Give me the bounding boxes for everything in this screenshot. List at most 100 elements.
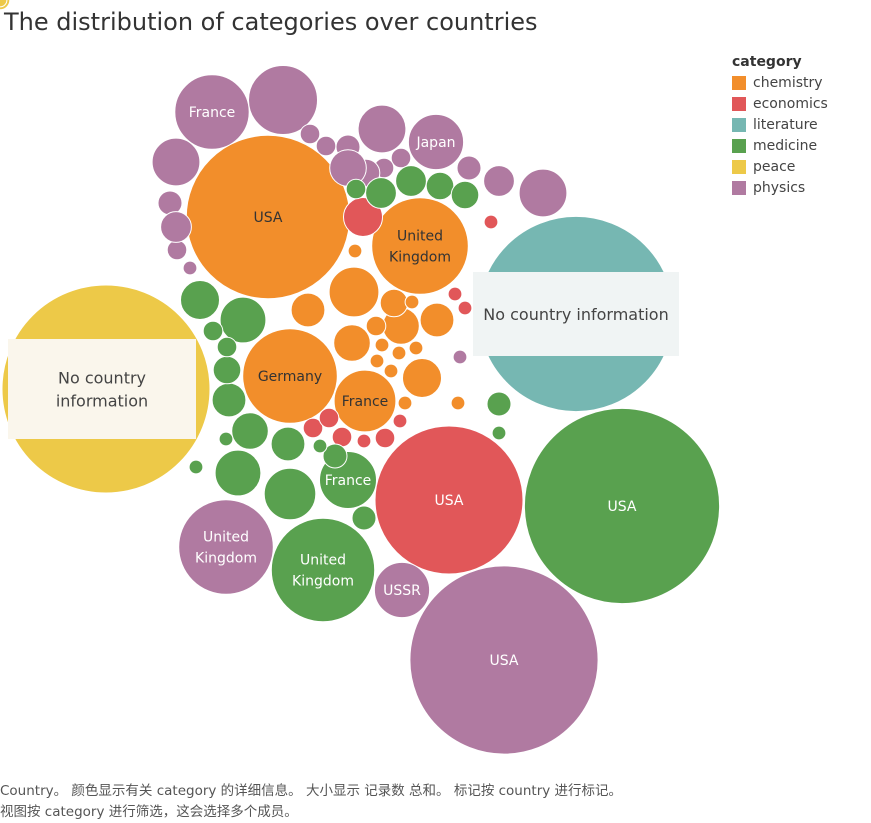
bubble-circle[interactable] [356,433,372,449]
bubble-circle[interactable] [322,443,348,469]
bubble-circle[interactable] [212,355,242,385]
bubble-circle[interactable] [333,324,371,362]
bubble-circle[interactable] [408,340,424,356]
bubble-circle[interactable] [333,369,397,433]
bubble-circle[interactable] [391,345,407,361]
bubble-medicine[interactable] [231,412,269,450]
bubble-circle[interactable] [248,65,318,135]
bubble-chemistry[interactable] [383,363,399,379]
bubble-circle[interactable] [365,177,397,209]
bubble-circle[interactable] [397,395,413,411]
bubble-medicine[interactable] [345,178,367,200]
legend-item-peace[interactable]: peace [732,156,828,177]
bubble-economics-usa[interactable]: USA [374,425,524,575]
bubble-circle[interactable] [373,561,431,619]
bubble-circle[interactable] [395,165,427,197]
bubble-physics[interactable] [248,65,318,135]
bubble-physics[interactable] [452,349,468,365]
bubble-medicine[interactable] [212,355,242,385]
bubble-circle[interactable] [214,449,262,497]
bubble-medicine[interactable] [312,438,328,454]
bubble-chemistry[interactable] [347,243,363,259]
bubble-chemistry-germany[interactable]: Germany [242,328,338,424]
bubble-circle[interactable] [456,155,482,181]
bubble-circle[interactable] [182,260,198,276]
bubble-chemistry[interactable] [333,324,371,362]
bubble-medicine[interactable] [425,171,455,201]
bubble-circle[interactable] [402,358,442,398]
bubble-medicine[interactable] [263,467,317,521]
bubble-circle[interactable] [383,363,399,379]
bubble-physics[interactable] [299,123,321,145]
legend-item-economics[interactable]: economics [732,93,828,114]
bubble-circle[interactable] [343,197,383,237]
bubble-circle[interactable] [365,315,387,337]
bubble-circle[interactable] [483,165,515,197]
bubble-medicine[interactable] [365,177,397,209]
bubble-economics[interactable] [318,407,340,429]
bubble-economics[interactable] [392,413,408,429]
bubble-circle[interactable] [379,288,409,318]
bubble-chemistry[interactable] [450,395,466,411]
bubble-circle[interactable] [450,180,480,210]
bubble-chemistry[interactable] [404,294,420,310]
bubble-circle[interactable] [160,211,192,243]
bubble-medicine[interactable] [202,320,224,342]
bubble-medicine[interactable] [322,443,348,469]
bubble-chemistry[interactable] [419,302,455,338]
bubble-medicine-usa[interactable]: USA [523,407,721,605]
bubble-circle[interactable] [369,353,385,369]
bubble-medicine[interactable] [351,505,377,531]
bubble-circle[interactable] [315,135,337,157]
bubble-circle[interactable] [407,113,465,171]
bubble-medicine[interactable] [188,459,204,475]
bubble-circle[interactable] [231,412,269,450]
legend-item-medicine[interactable]: medicine [732,135,828,156]
bubble-circle[interactable] [178,499,274,595]
bubble-circle[interactable] [166,239,188,261]
legend-item-literature[interactable]: literature [732,114,828,135]
bubble-physics[interactable] [390,147,412,169]
bubble-circle[interactable] [452,349,468,365]
bubble-circle[interactable] [404,294,420,310]
bubble-physics[interactable] [483,165,515,197]
bubble-physics[interactable] [166,239,188,261]
bubble-circle[interactable] [202,320,224,342]
bubble-physics[interactable] [315,135,337,157]
bubble-circle[interactable] [523,407,721,605]
bubble-circle[interactable] [328,266,380,318]
bubble-medicine[interactable] [214,449,262,497]
bubble-circle[interactable] [486,391,512,417]
bubble-physics-united-kingdom[interactable]: United Kingdom [178,499,274,595]
bubble-circle[interactable] [263,467,317,521]
bubble-medicine[interactable] [270,426,306,462]
bubble-chemistry-france[interactable]: France [333,369,397,433]
bubble-physics[interactable] [160,211,192,243]
bubble-chemistry[interactable] [290,292,326,328]
bubble-chemistry-usa[interactable]: USA [185,134,351,300]
bubble-circle[interactable] [374,337,390,353]
bubble-circle[interactable] [174,74,250,150]
bubble-medicine[interactable] [486,391,512,417]
legend-item-physics[interactable]: physics [732,177,828,198]
bubble-circle[interactable] [345,178,367,200]
bubble-chemistry-united-kingdom[interactable]: United Kingdom [371,197,469,295]
bubble-circle[interactable] [371,197,469,295]
bubble-circle[interactable] [242,328,338,424]
bubble-peace[interactable] [0,0,8,8]
bubble-chemistry[interactable] [365,315,387,337]
bubble-chemistry[interactable] [397,395,413,411]
bubble-circle[interactable] [374,425,524,575]
bubble-circle[interactable] [299,123,321,145]
bubble-circle[interactable] [180,280,220,320]
bubble-circle[interactable] [216,336,238,358]
bubble-medicine[interactable] [219,296,267,344]
bubble-economics[interactable] [447,286,463,302]
bubble-chemistry[interactable] [369,353,385,369]
bubble-chemistry[interactable] [374,337,390,353]
bubble-chemistry[interactable] [402,358,442,398]
bubble-circle[interactable] [347,243,363,259]
bubble-circle[interactable] [312,438,328,454]
bubble-circle[interactable] [409,565,599,755]
bubble-medicine[interactable] [180,280,220,320]
